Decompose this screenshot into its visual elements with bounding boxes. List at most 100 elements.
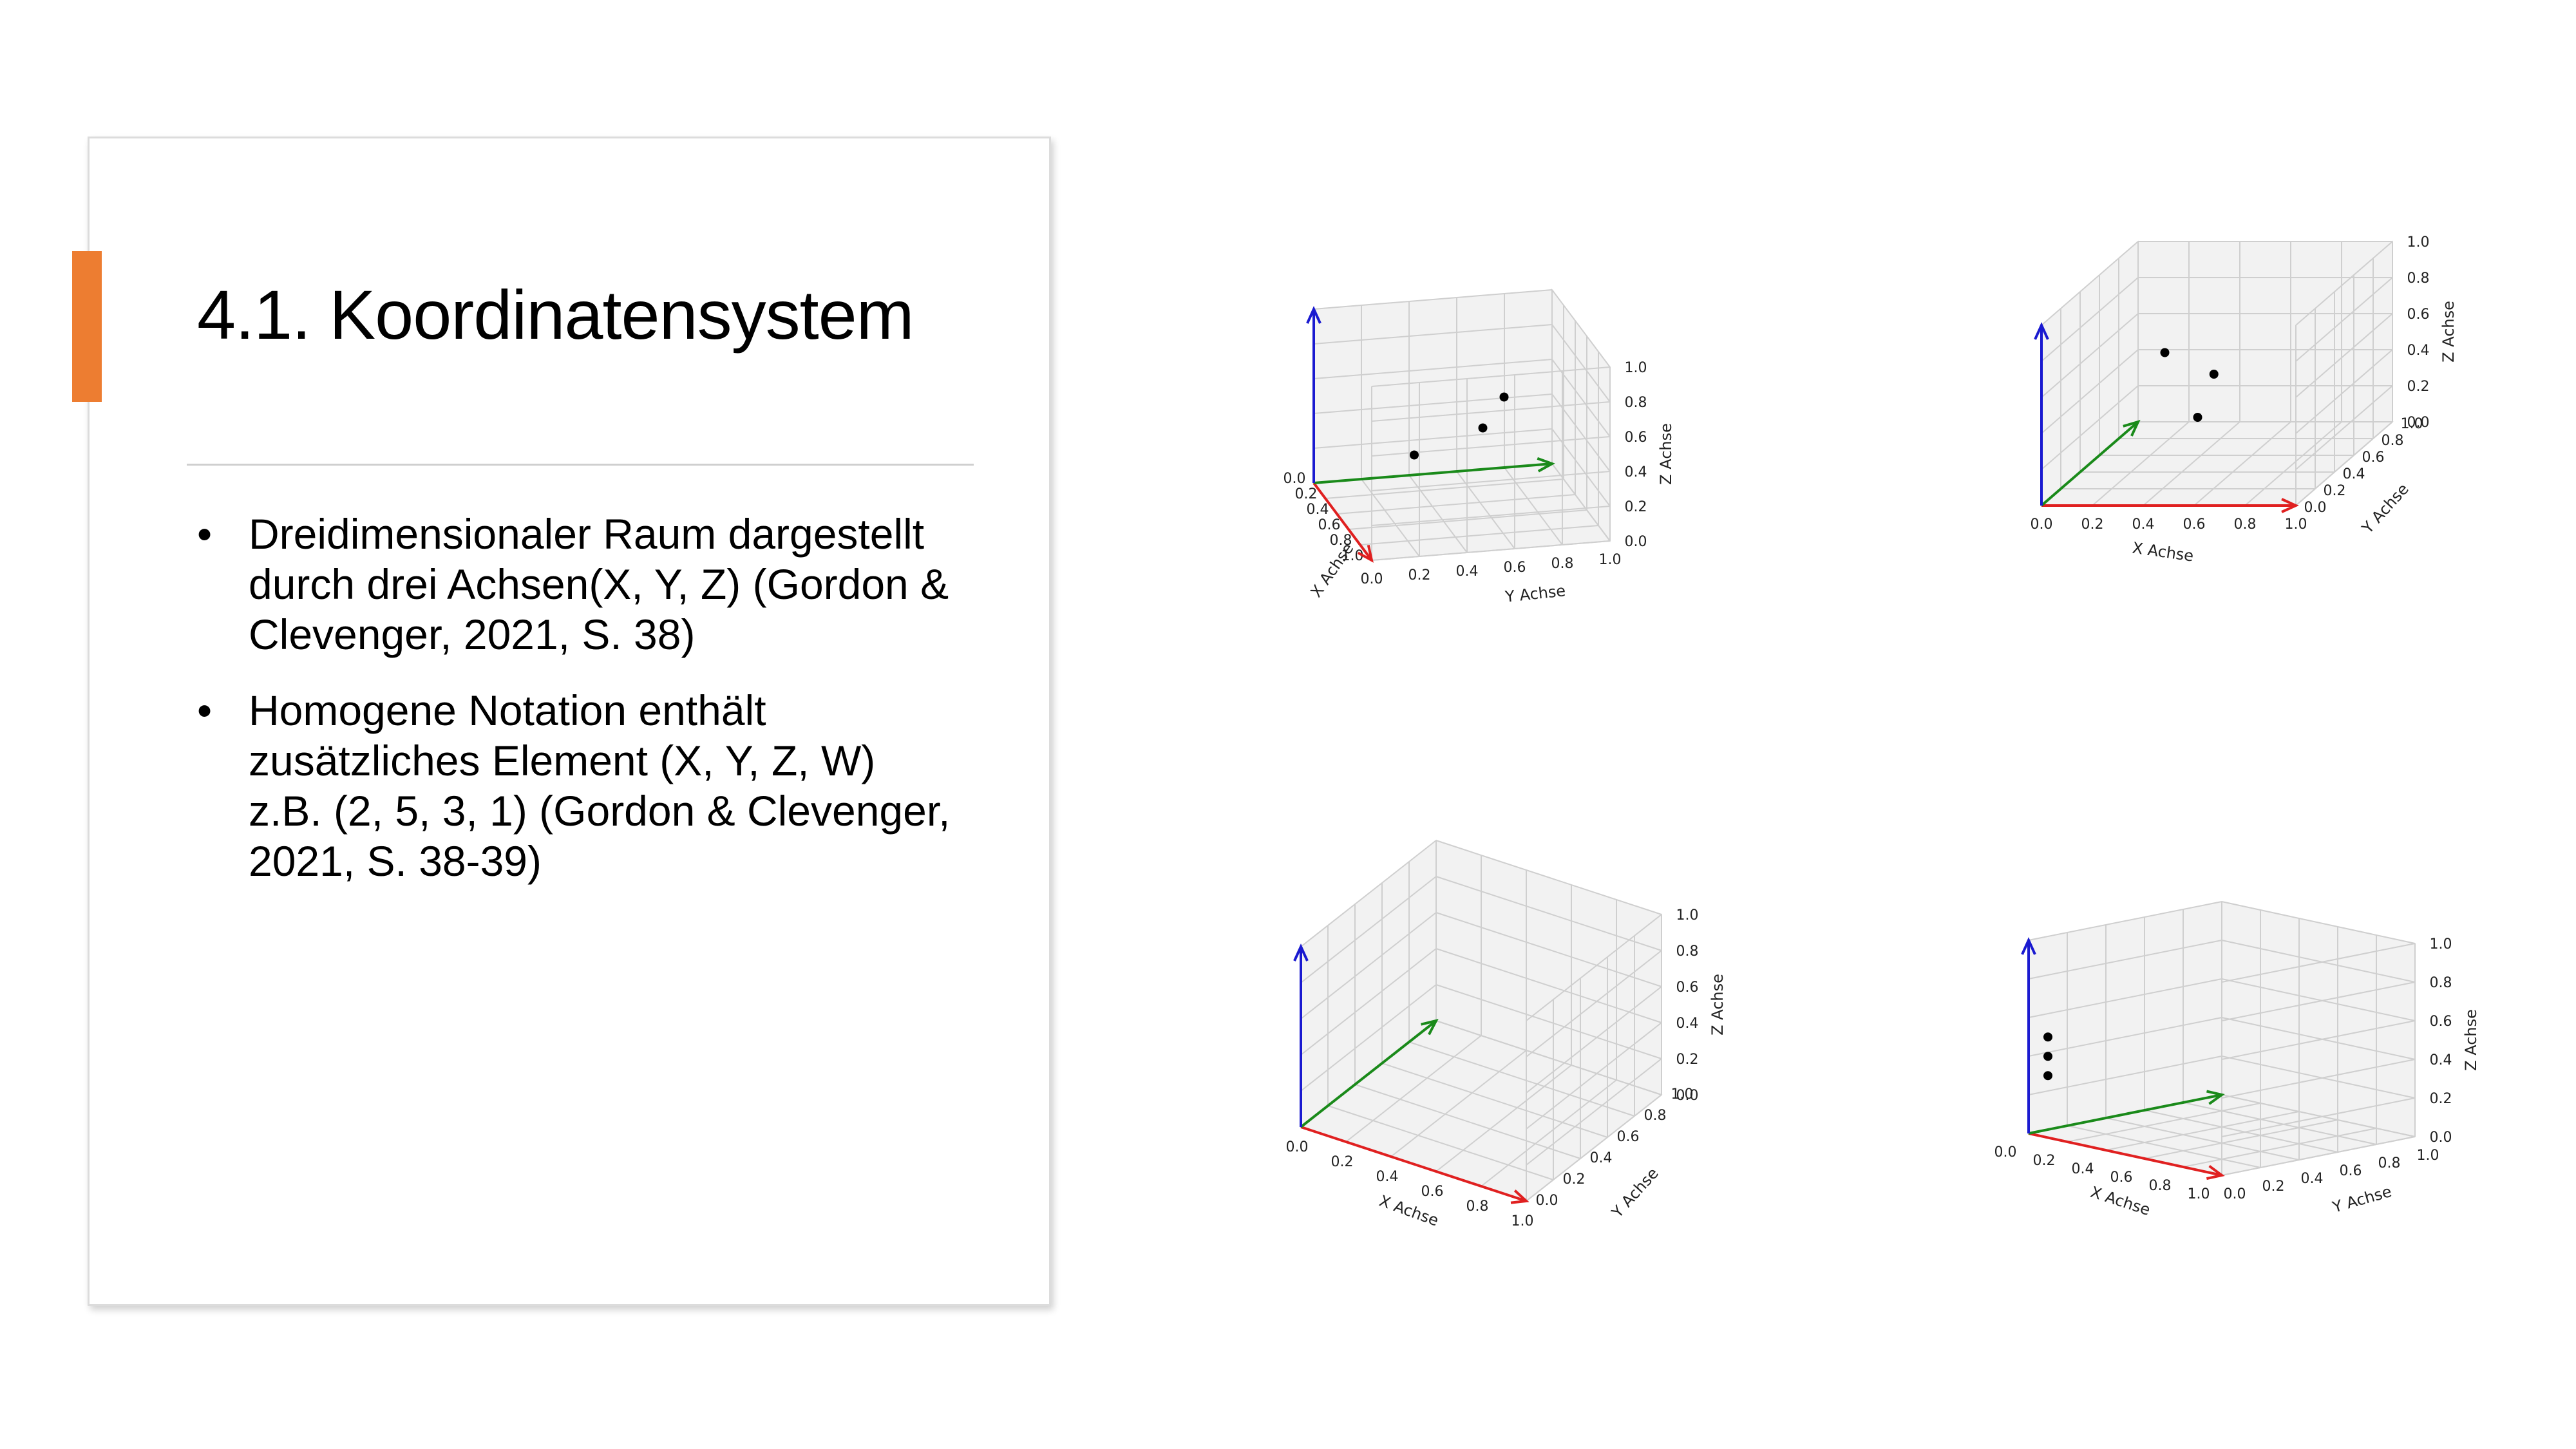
grid-line bbox=[2143, 421, 2240, 506]
grid-line bbox=[2295, 421, 2393, 506]
x-tick-label: 0.6 bbox=[2110, 1170, 2133, 1186]
x-tick-label: 1.0 bbox=[1341, 548, 1364, 564]
grid-line bbox=[1504, 467, 1563, 545]
y-axis-label: Y Achse bbox=[1504, 582, 1566, 606]
z-tick-label: 1.0 bbox=[2407, 234, 2430, 251]
3d-plot-bottom-right: 0.0 0.0 0.0 0.2 0.2 0.2 0.4 0.4 0.4 0.6 0.6 0.6 0.8 0… bbox=[1994, 901, 2480, 1219]
x-tick-label: 0.2 bbox=[2033, 1153, 2056, 1169]
y-tick-label: 1.0 bbox=[2401, 416, 2423, 432]
x-tick-label: 0.8 bbox=[2234, 516, 2257, 533]
x-axis-label: X Achse bbox=[1307, 540, 1358, 600]
side-pane bbox=[2028, 901, 2222, 1134]
data-point bbox=[2193, 413, 2202, 422]
z-tick-label: 0.2 bbox=[1625, 499, 1647, 515]
grid-line bbox=[2041, 277, 2139, 362]
y-tick-label: 0.4 bbox=[2301, 1171, 2324, 1187]
grid-line bbox=[2295, 241, 2393, 326]
z-tick-label: 0.0 bbox=[1625, 534, 1647, 550]
grid-line bbox=[2295, 277, 2393, 362]
grid-line bbox=[1526, 986, 1662, 1094]
z-tick-label: 0.6 bbox=[2407, 307, 2430, 323]
grid-line bbox=[2221, 943, 2416, 983]
x-tick-label: 0.4 bbox=[1307, 502, 1329, 518]
y-tick-label: 0.6 bbox=[1617, 1129, 1640, 1145]
grid-line bbox=[2041, 241, 2139, 326]
y-tick-label: 0.4 bbox=[1590, 1150, 1613, 1166]
z-tick-label: 0.0 bbox=[1676, 1088, 1699, 1104]
grid-line bbox=[2028, 901, 2222, 941]
x-tick-label: 1.0 bbox=[2188, 1186, 2210, 1202]
data-point bbox=[2043, 1071, 2052, 1081]
z-tick-label: 0.4 bbox=[1625, 464, 1647, 480]
z-tick-label: 1.0 bbox=[1625, 360, 1647, 376]
y-axis-arrow bbox=[1313, 462, 1553, 484]
grid-line bbox=[1435, 1020, 1662, 1095]
z-tick-label: 0.0 bbox=[2407, 415, 2430, 431]
y-tick-label: 0.0 bbox=[2224, 1186, 2246, 1202]
y-axis-label: Y Achse bbox=[2330, 1182, 2394, 1217]
grid-line bbox=[1371, 401, 1611, 422]
x-tick-label: 0.6 bbox=[1318, 517, 1341, 533]
x-tick-label: 0.8 bbox=[1466, 1198, 1489, 1215]
grid-line bbox=[2092, 421, 2190, 506]
z-axis-arrow-head bbox=[1306, 306, 1321, 324]
y-tick-label: 0.8 bbox=[2378, 1155, 2401, 1171]
grid-line bbox=[1390, 1050, 1527, 1157]
side-pane bbox=[1313, 289, 1553, 484]
z-tick-label: 0.4 bbox=[2430, 1052, 2452, 1068]
grid-line bbox=[1300, 912, 1437, 1019]
data-point bbox=[2043, 1032, 2052, 1042]
grid-line bbox=[2144, 1119, 2338, 1159]
z-axis-arrow-head bbox=[1293, 943, 1309, 961]
x-tick-label: 0.0 bbox=[1283, 471, 1306, 487]
grid-line bbox=[2105, 1117, 2300, 1160]
data-point bbox=[2160, 348, 2170, 357]
grid-line bbox=[1435, 948, 1662, 1023]
z-tick-label: 0.6 bbox=[2430, 1014, 2452, 1030]
x-tick-label: 0.8 bbox=[1330, 533, 1352, 549]
z-tick-label: 0.2 bbox=[1676, 1052, 1699, 1068]
slide-content-panel bbox=[88, 137, 1051, 1306]
grid-line bbox=[1300, 876, 1437, 983]
y-axis-label: Y Achse bbox=[2358, 480, 2412, 537]
grid-line bbox=[2067, 1103, 2261, 1142]
grid-line bbox=[1300, 948, 1437, 1056]
grid-line bbox=[1354, 1084, 1581, 1159]
y-tick-label: 0.2 bbox=[1563, 1171, 1586, 1188]
y-tick-label: 1.0 bbox=[1599, 552, 1622, 568]
grid-line bbox=[2028, 978, 2222, 1018]
grid-line bbox=[1526, 950, 1662, 1057]
grid-line bbox=[2221, 1017, 2416, 1060]
grid-line bbox=[1481, 1079, 1617, 1187]
y-tick-label: 1.0 bbox=[1671, 1086, 1694, 1103]
y-tick-label: 0.6 bbox=[2362, 450, 2385, 466]
grid-line bbox=[1313, 393, 1553, 414]
grid-line bbox=[1408, 475, 1468, 553]
y-tick-label: 0.8 bbox=[1551, 556, 1574, 572]
grid-line bbox=[1435, 840, 1662, 915]
grid-line bbox=[1313, 359, 1553, 379]
y-tick-label: 1.0 bbox=[2417, 1148, 2439, 1164]
bullet-list: • Dreidimensionaler Raum dargestellt dur… bbox=[193, 509, 953, 912]
data-point bbox=[1499, 392, 1509, 402]
x-tick-label: 0.6 bbox=[2183, 516, 2206, 533]
x-axis-arrow-head bbox=[1510, 1189, 1530, 1204]
y-axis-arrow-head bbox=[2123, 419, 2141, 437]
grid-line bbox=[1551, 324, 1611, 402]
grid-line bbox=[1348, 509, 1587, 530]
grid-line bbox=[2221, 1136, 2416, 1176]
x-tick-label: 1.0 bbox=[2285, 516, 2307, 533]
x-axis-arrow-head bbox=[2206, 1164, 2225, 1180]
z-tick-label: 0.8 bbox=[2407, 270, 2430, 287]
data-point bbox=[2209, 370, 2219, 379]
grid-line bbox=[1325, 478, 1564, 499]
z-tick-label: 0.6 bbox=[1676, 980, 1699, 996]
grid-line bbox=[1526, 1058, 1662, 1166]
y-tick-label: 0.8 bbox=[1644, 1108, 1667, 1124]
grid-line bbox=[2193, 421, 2291, 506]
grid-line bbox=[2244, 421, 2342, 506]
data-point bbox=[2043, 1052, 2052, 1061]
grid-line bbox=[2221, 940, 2416, 983]
x-tick-label: 0.0 bbox=[1286, 1139, 1309, 1155]
grid-line bbox=[1551, 463, 1611, 542]
